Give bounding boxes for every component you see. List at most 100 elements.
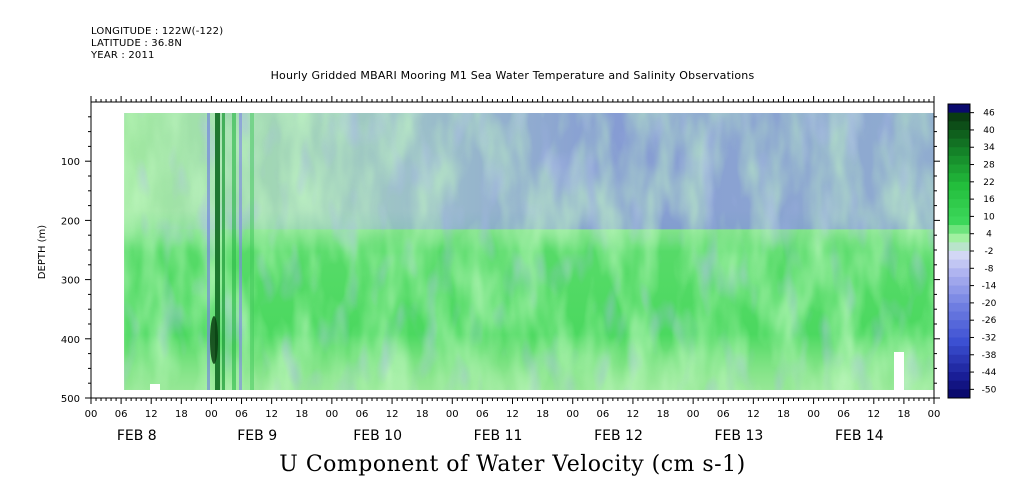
colorbar-cell xyxy=(948,363,970,373)
colorbar-cell xyxy=(948,276,970,287)
colorbar-cell xyxy=(948,337,970,347)
y-axis-label: DEPTH (m) xyxy=(37,225,48,279)
colorbar-cell xyxy=(948,251,970,261)
colorbar-cell xyxy=(948,121,970,131)
x-hour-label: 06 xyxy=(596,409,609,420)
colorbar-cell xyxy=(948,155,970,166)
colorbar-cell xyxy=(948,225,970,235)
colorbar-cell xyxy=(948,104,970,114)
x-hour-label: 18 xyxy=(898,409,911,420)
x-hour-label: 12 xyxy=(145,409,158,420)
colorbar-label: 10 xyxy=(983,212,995,222)
colorbar-cell xyxy=(948,181,970,191)
x-hour-label: 12 xyxy=(506,409,519,420)
colorbar-label: -14 xyxy=(982,282,997,292)
streak-0 xyxy=(215,113,220,390)
streak-2 xyxy=(232,113,236,390)
x-hour-label: 00 xyxy=(687,409,700,420)
axes: 00 06 12 18 00 06 12 18 00 06 12 18 00 06 12 18 00 06 12 18… xyxy=(61,96,940,444)
colorbar-label: -50 xyxy=(982,385,997,395)
colorbar-cell xyxy=(948,164,970,174)
colorbar-label: 16 xyxy=(983,195,995,205)
x-day-label: FEB 9 xyxy=(237,428,277,444)
x-day-label: FEB 10 xyxy=(353,428,402,444)
x-hour-label: 00 xyxy=(446,409,459,420)
x-day-label: FEB 14 xyxy=(835,428,884,444)
colorbar-label: -44 xyxy=(982,368,997,378)
colorbar-cell xyxy=(948,380,970,390)
colorbar-cell xyxy=(948,147,970,157)
gap-2 xyxy=(150,384,160,390)
colorbar-cell xyxy=(948,129,970,140)
colorbar-cell xyxy=(948,233,970,243)
colorbar-cell xyxy=(948,173,970,183)
year-label: YEAR : 2011 xyxy=(91,50,155,61)
x-hour-label: 12 xyxy=(627,409,640,420)
colorbar-cell xyxy=(948,328,970,338)
chart-title: Hourly Gridded MBARI Mooring M1 Sea Wate… xyxy=(270,69,755,82)
colorbar-label: -2 xyxy=(985,247,994,257)
x-hour-label: 06 xyxy=(115,409,128,420)
x-hour-label: 18 xyxy=(295,409,308,420)
x-day-label: FEB 8 xyxy=(117,428,157,444)
colorbar-cell xyxy=(948,112,970,122)
colorbar-cell xyxy=(948,268,970,278)
x-hour-label: 12 xyxy=(867,409,880,420)
colorbar: 46 40 34 28 22 16 10 4 -2 -8 -14 -20 -26 -32 -38 -44 -50 xyxy=(947,103,997,399)
latitude-label: LATITUDE : 36.8N xyxy=(91,38,183,49)
x-hour-label: 18 xyxy=(175,409,188,420)
y-tick-label: 300 xyxy=(61,276,80,287)
colorbar-label: 22 xyxy=(983,178,994,188)
x-hour-label: 06 xyxy=(837,409,850,420)
colorbar-cell xyxy=(948,294,970,304)
x-hour-label: 06 xyxy=(476,409,489,420)
x-hour-label: 00 xyxy=(325,409,338,420)
max-core xyxy=(210,316,218,364)
colorbar-cell xyxy=(948,190,970,200)
colorbar-label: 34 xyxy=(983,143,995,153)
streak-4 xyxy=(239,113,242,390)
colorbar-cell xyxy=(948,242,970,252)
x-hour-label: 12 xyxy=(747,409,760,420)
chart-subtitle: U Component of Water Velocity (cm s-1) xyxy=(279,452,746,477)
x-hour-label: 00 xyxy=(807,409,820,420)
colorbar-cell xyxy=(948,372,970,382)
colorbar-cell xyxy=(948,138,970,148)
x-hour-label: 06 xyxy=(717,409,730,420)
x-day-label: FEB 13 xyxy=(715,428,764,444)
y-tick-label: 200 xyxy=(61,216,80,227)
x-day-label: FEB 12 xyxy=(594,428,643,444)
colorbar-cell xyxy=(948,207,970,217)
x-hour-label: 18 xyxy=(657,409,670,420)
x-hour-label: 18 xyxy=(777,409,790,420)
colorbar-cell xyxy=(948,354,970,364)
colorbar-cell xyxy=(948,285,970,295)
colorbar-label: -20 xyxy=(982,299,997,309)
x-hour-label: 06 xyxy=(356,409,369,420)
y-tick-label: 400 xyxy=(61,335,80,346)
colorbar-label: -38 xyxy=(982,351,997,361)
colorbar-label: 46 xyxy=(983,109,995,119)
x-hour-label: 18 xyxy=(416,409,429,420)
streak-5 xyxy=(250,113,254,390)
x-hour-label: 18 xyxy=(536,409,549,420)
colorbar-label: -32 xyxy=(982,333,997,343)
colorbar-label: 28 xyxy=(983,161,995,171)
x-hour-label: 00 xyxy=(928,409,941,420)
texture-blue xyxy=(124,113,934,390)
colorbar-cell xyxy=(948,216,970,226)
colorbar-cell xyxy=(948,199,970,209)
colorbar-label: 4 xyxy=(986,230,992,240)
colorbar-label: 40 xyxy=(983,126,995,136)
x-hour-label: 00 xyxy=(85,409,98,420)
colorbar-cell xyxy=(948,302,970,313)
colorbar-label: -8 xyxy=(985,264,994,274)
colorbar-cell xyxy=(948,346,970,356)
streak-3 xyxy=(207,113,210,390)
x-hour-label: 06 xyxy=(235,409,248,420)
y-tick-label: 500 xyxy=(61,394,80,405)
x-hour-label: 12 xyxy=(265,409,278,420)
x-hour-label: 12 xyxy=(386,409,399,420)
streak-1 xyxy=(222,113,225,390)
